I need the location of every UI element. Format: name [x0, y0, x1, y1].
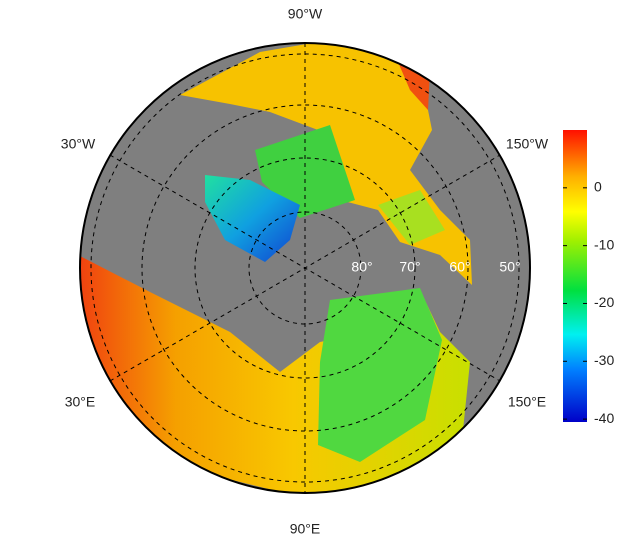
- longitude-label: 30°E: [65, 394, 96, 410]
- latitude-label: 50°: [499, 259, 520, 275]
- longitude-label: 150°E: [508, 394, 546, 410]
- colorbar-tick-label: 0: [594, 179, 602, 195]
- siberia-green: [318, 288, 442, 462]
- meridian: [109, 154, 501, 382]
- longitude-label: 90°E: [290, 521, 321, 537]
- colorbar-tick-label: -40: [594, 410, 614, 426]
- colorbar: [563, 130, 587, 422]
- latitude-circle: [194, 157, 416, 379]
- longitude-label: 150°W: [506, 136, 549, 152]
- colorbar-tick-label: -10: [594, 236, 614, 252]
- colorbar-ticks: 0 -10 -20 -30 -40: [563, 179, 614, 426]
- hudson-green: [378, 190, 445, 245]
- colorbar-tick-label: -20: [594, 294, 614, 310]
- longitude-label: 90°W: [288, 6, 323, 22]
- latitude-label: 60°: [449, 259, 470, 275]
- colorbar-tick-label: -30: [594, 352, 614, 368]
- map-border: [79, 42, 531, 494]
- longitude-label: 30°W: [61, 136, 96, 152]
- map-body: [80, 43, 530, 493]
- latitude-label: 70°: [399, 259, 420, 275]
- greenland: [205, 175, 300, 262]
- latitude-circle: [141, 104, 469, 432]
- latitude-label: 80°: [351, 259, 372, 275]
- latitude-circle: [248, 211, 362, 325]
